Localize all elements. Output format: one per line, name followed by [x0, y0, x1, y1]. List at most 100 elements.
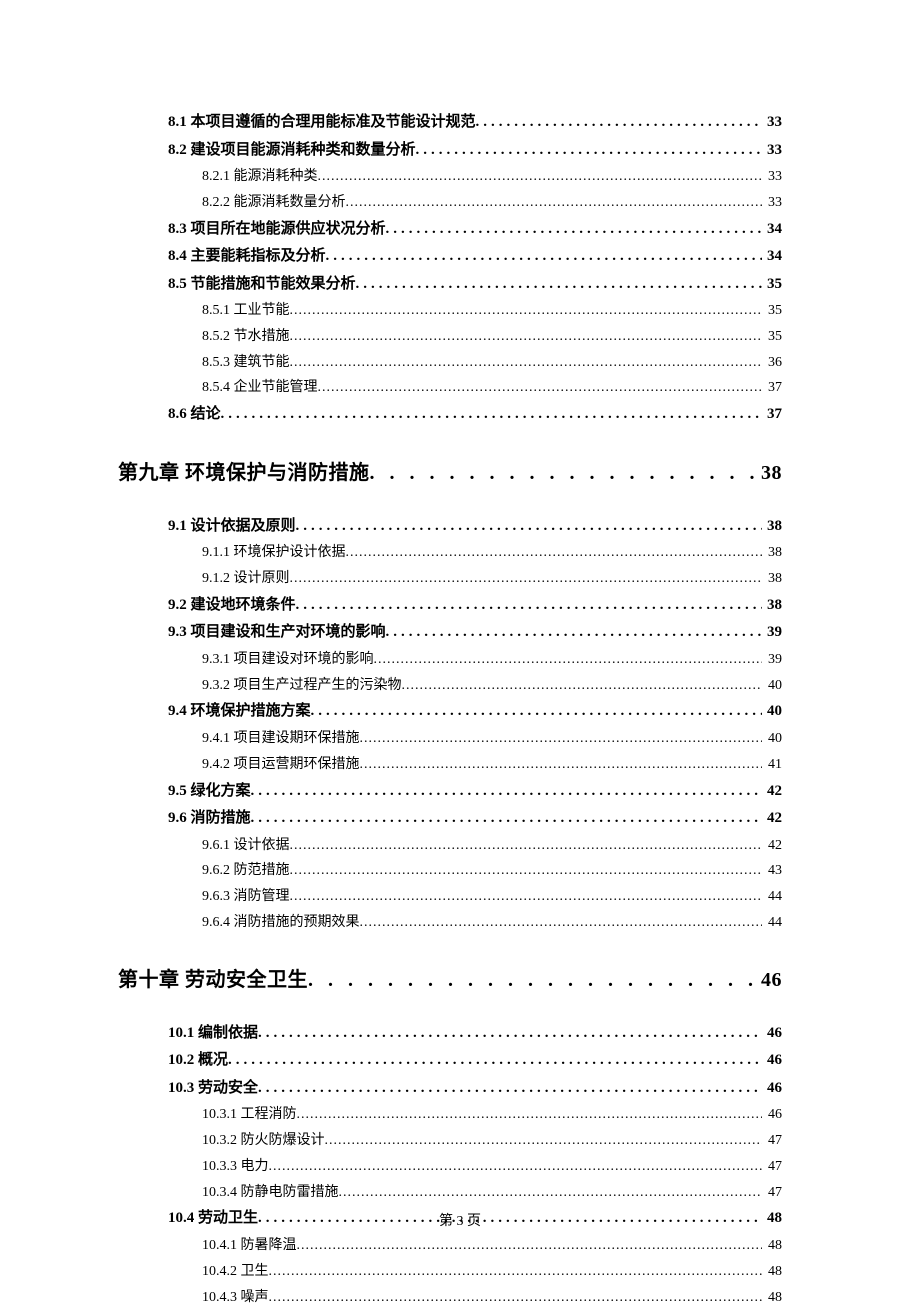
toc-title: 9.6.1 设计依据: [202, 834, 290, 858]
toc-title: 8.2 建设项目能源消耗种类和数量分析: [168, 138, 416, 164]
toc-dots: [221, 402, 762, 428]
toc-page-number: 34: [762, 244, 782, 270]
toc-entry: 9.1.1 环境保护设计依据 38: [142, 541, 782, 565]
toc-title: 9.1 设计依据及原则: [168, 514, 296, 540]
toc-dots: [269, 1260, 763, 1284]
toc-title: 9.6.4 消防措施的预期效果: [202, 911, 360, 935]
toc-dots: [318, 165, 763, 189]
toc-dots: [297, 1234, 763, 1258]
toc-title: 9.4.2 项目运营期环保措施: [202, 753, 360, 777]
toc-dots: [258, 1021, 762, 1047]
toc-dots: [311, 699, 762, 725]
toc-page-number: 37: [762, 402, 782, 428]
toc-entry: 10.3.1 工程消防 46: [142, 1103, 782, 1127]
toc-page-number: 47: [762, 1155, 782, 1179]
toc-page-number: 33: [762, 165, 782, 189]
toc-dots: [290, 885, 763, 909]
toc-page-number: 42: [762, 779, 782, 805]
toc-dots: [374, 648, 763, 672]
toc-title: 10.3.1 工程消防: [202, 1103, 297, 1127]
toc-entry: 8.1 本项目遵循的合理用能标准及节能设计规范33: [142, 110, 782, 136]
toc-dots: [326, 244, 762, 270]
toc-entry: 8.5 节能措施和节能效果分析35: [142, 272, 782, 298]
toc-page-number: 42: [762, 806, 782, 832]
toc-page-number: 35: [762, 299, 782, 323]
toc-dots: [296, 593, 762, 619]
toc-entry: 9.6.4 消防措施的预期效果44: [142, 911, 782, 935]
toc-dots: [318, 376, 763, 400]
toc-title: 8.3 项目所在地能源供应状况分析: [168, 217, 386, 243]
toc-title: 10.3.2 防火防爆设计: [202, 1129, 325, 1153]
toc-entry: 8.3 项目所在地能源供应状况分析34: [142, 217, 782, 243]
toc-title: 9.1.1 环境保护设计依据: [202, 541, 346, 565]
toc-entry: 10.4.2 卫生48: [142, 1260, 782, 1284]
toc-entry: 8.2 建设项目能源消耗种类和数量分析 33: [142, 138, 782, 164]
toc-page-number: 33: [762, 138, 782, 164]
toc-title: 9.6 消防措施: [168, 806, 251, 832]
toc-entry: 10.3.2 防火防爆设计47: [142, 1129, 782, 1153]
toc-title: 10.4.1 防暑降温: [202, 1234, 297, 1258]
toc-entry: 第九章 环境保护与消防措施38: [118, 456, 782, 490]
toc-title: 9.4.1 项目建设期环保措施: [202, 727, 360, 751]
toc-page-number: 38: [762, 567, 782, 591]
toc-dots: [308, 963, 759, 997]
toc-title: 第十章 劳动安全卫生: [118, 963, 308, 997]
toc-entry: 9.3.1 项目建设对环境的影响39: [142, 648, 782, 672]
toc-page-number: 38: [759, 456, 782, 490]
toc-entry: 9.3 项目建设和生产对环境的影响39: [142, 620, 782, 646]
toc-title: 8.1 本项目遵循的合理用能标准及节能设计规范: [168, 110, 476, 136]
toc-page-number: 36: [762, 351, 782, 375]
toc-dots: [346, 191, 763, 215]
toc-dots: [360, 911, 763, 935]
toc-page-number: 46: [762, 1103, 782, 1127]
toc-dots: [370, 456, 760, 490]
toc-dots: [258, 1076, 762, 1102]
toc-entry: 10.3.4 防静电防雷措施47: [142, 1181, 782, 1205]
toc-title: 10.4.3 噪声: [202, 1286, 269, 1309]
toc-dots: [290, 351, 763, 375]
toc-title: 10.3.3 电力: [202, 1155, 269, 1179]
toc-dots: [290, 834, 763, 858]
toc-title: 10.2 概况: [168, 1048, 228, 1074]
toc-dots: [290, 325, 763, 349]
toc-title: 9.3.1 项目建设对环境的影响: [202, 648, 374, 672]
toc-entry: 9.6 消防措施 42: [142, 806, 782, 832]
toc-container: 8.1 本项目遵循的合理用能标准及节能设计规范338.2 建设项目能源消耗种类和…: [0, 110, 920, 1309]
toc-title: 8.5.1 工业节能: [202, 299, 290, 323]
toc-entry: 8.4 主要能耗指标及分析34: [142, 244, 782, 270]
toc-entry: 8.5.2 节水措施 35: [142, 325, 782, 349]
toc-title: 8.2.1 能源消耗种类: [202, 165, 318, 189]
toc-dots: [356, 272, 762, 298]
toc-entry: 9.5 绿化方案 42: [142, 779, 782, 805]
toc-dots: [290, 567, 763, 591]
toc-dots: [251, 806, 762, 832]
toc-page-number: 39: [762, 620, 782, 646]
toc-entry: 10.4.3 噪声48: [142, 1286, 782, 1309]
toc-page-number: 38: [762, 541, 782, 565]
toc-entry: 10.2 概况 46: [142, 1048, 782, 1074]
toc-dots: [346, 541, 763, 565]
toc-title: 8.5.2 节水措施: [202, 325, 290, 349]
toc-title: 8.5.4 企业节能管理: [202, 376, 318, 400]
toc-page-number: 40: [762, 674, 782, 698]
toc-entry: 10.3.3 电力 47: [142, 1155, 782, 1179]
toc-entry: 10.1 编制依据46: [142, 1021, 782, 1047]
toc-page-number: 46: [762, 1048, 782, 1074]
toc-entry: 8.5.1 工业节能 35: [142, 299, 782, 323]
toc-entry: 8.6 结论37: [142, 402, 782, 428]
toc-entry: 9.4 环境保护措施方案40: [142, 699, 782, 725]
toc-entry: 8.5.3 建筑节能36: [142, 351, 782, 375]
toc-title: 10.3 劳动安全: [168, 1076, 258, 1102]
toc-entry: 8.5.4 企业节能管理37: [142, 376, 782, 400]
toc-page-number: 35: [762, 325, 782, 349]
toc-dots: [228, 1048, 762, 1074]
toc-dots: [269, 1286, 763, 1309]
toc-title: 9.1.2 设计原则: [202, 567, 290, 591]
toc-title: 8.2.2 能源消耗数量分析: [202, 191, 346, 215]
toc-dots: [269, 1155, 763, 1179]
toc-page-number: 46: [762, 1076, 782, 1102]
toc-page-number: 47: [762, 1181, 782, 1205]
toc-title: 9.5 绿化方案: [168, 779, 251, 805]
toc-page-number: 44: [762, 885, 782, 909]
toc-dots: [296, 514, 762, 540]
